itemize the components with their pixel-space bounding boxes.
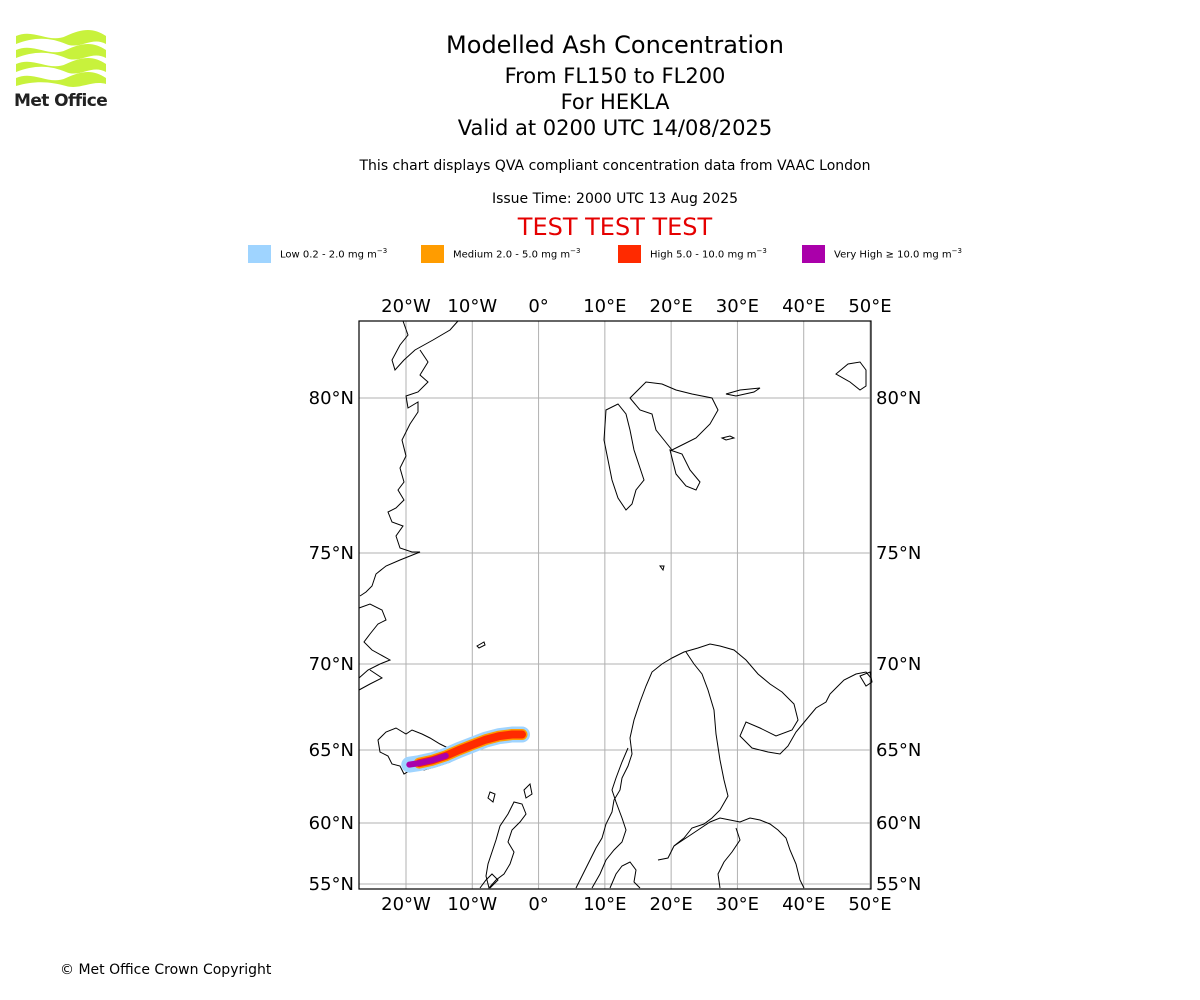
lon-tick-label-bottom: 30°E — [716, 894, 759, 915]
lon-tick-label-top: 20°W — [381, 296, 431, 317]
lon-tick-label-bottom: 10°E — [583, 894, 626, 915]
lat-tick-label-left: 75°N — [309, 543, 354, 564]
legend-swatch-very-high — [802, 245, 825, 263]
axis-labels: 20°W 20°W 10°W 10°W 0° 0° 10°E 10°E 20°E 20°E 30°E… — [309, 296, 922, 915]
ash-concentration-map: 20°W 20°W 10°W 10°W 0° 0° 10°E 10°E 20°E 20°E 30°E… — [309, 296, 922, 915]
lon-tick-label-bottom: 20°E — [650, 894, 693, 915]
legend-item-low: Low 0.2 - 2.0 mg m−3 — [248, 244, 387, 264]
legend-swatch-low — [248, 245, 271, 263]
legend-label-high: High 5.0 - 10.0 mg m — [650, 249, 757, 261]
lat-tick-label-left: 55°N — [309, 874, 354, 895]
lon-tick-label-bottom: 50°E — [848, 894, 891, 915]
legend-item-very-high: Very High ≥ 10.0 mg m−3 — [802, 244, 962, 264]
chart-title: Modelled Ash Concentration — [446, 31, 784, 59]
lon-tick-label-bottom: 40°E — [782, 894, 825, 915]
lat-tick-label-left: 80°N — [309, 388, 354, 409]
legend-label-very-high: Very High ≥ 10.0 mg m — [834, 249, 952, 261]
lat-tick-label-right: 75°N — [876, 543, 921, 564]
lat-tick-label-left: 65°N — [309, 740, 354, 761]
lon-tick-label-bottom: 10°W — [447, 894, 497, 915]
legend-swatch-high — [618, 245, 641, 263]
lat-tick-label-left: 70°N — [309, 654, 354, 675]
lat-tick-label-right: 80°N — [876, 388, 921, 409]
map-frame — [358, 320, 872, 890]
lon-tick-label-top: 10°E — [583, 296, 626, 317]
lat-tick-label-right: 60°N — [876, 813, 921, 834]
lon-tick-label-top: 30°E — [716, 296, 759, 317]
copyright-notice: © Met Office Crown Copyright — [60, 962, 272, 978]
issue-time: Issue Time: 2000 UTC 13 Aug 2025 — [491, 191, 739, 207]
lat-tick-label-left: 60°N — [309, 813, 354, 834]
ash-plume — [401, 726, 530, 773]
lat-tick-label-right: 55°N — [876, 874, 921, 895]
lon-tick-label-top: 20°E — [650, 296, 693, 317]
legend-label-low: Low 0.2 - 2.0 mg m — [280, 249, 377, 261]
ash-very-high-band — [406, 752, 449, 768]
lon-tick-label-top: 0° — [528, 296, 548, 317]
legend-item-medium: Medium 2.0 - 5.0 mg m−3 — [421, 244, 580, 264]
lat-tick-label-right: 65°N — [876, 740, 921, 761]
met-office-logo-text: Met Office — [14, 91, 108, 111]
met-office-logo — [16, 30, 106, 87]
legend-swatch-medium — [421, 245, 444, 263]
lon-tick-label-top: 10°W — [447, 296, 497, 317]
lat-tick-label-right: 70°N — [876, 654, 921, 675]
lon-tick-label-top: 50°E — [848, 296, 891, 317]
lon-tick-label-bottom: 0° — [528, 894, 548, 915]
graticule — [359, 321, 871, 889]
test-banner: TEST TEST TEST — [517, 213, 713, 241]
valid-time: Valid at 0200 UTC 14/08/2025 — [457, 116, 773, 140]
lon-tick-label-bottom: 20°W — [381, 894, 431, 915]
volcano-name: For HEKLA — [560, 90, 670, 114]
legend-item-high: High 5.0 - 10.0 mg m−3 — [618, 244, 767, 264]
coastlines — [358, 320, 873, 890]
lon-tick-label-top: 40°E — [782, 296, 825, 317]
legend-label-medium: Medium 2.0 - 5.0 mg m — [453, 249, 571, 261]
flight-level-range: From FL150 to FL200 — [504, 64, 726, 88]
chart-description: This chart displays QVA compliant concen… — [359, 158, 871, 174]
